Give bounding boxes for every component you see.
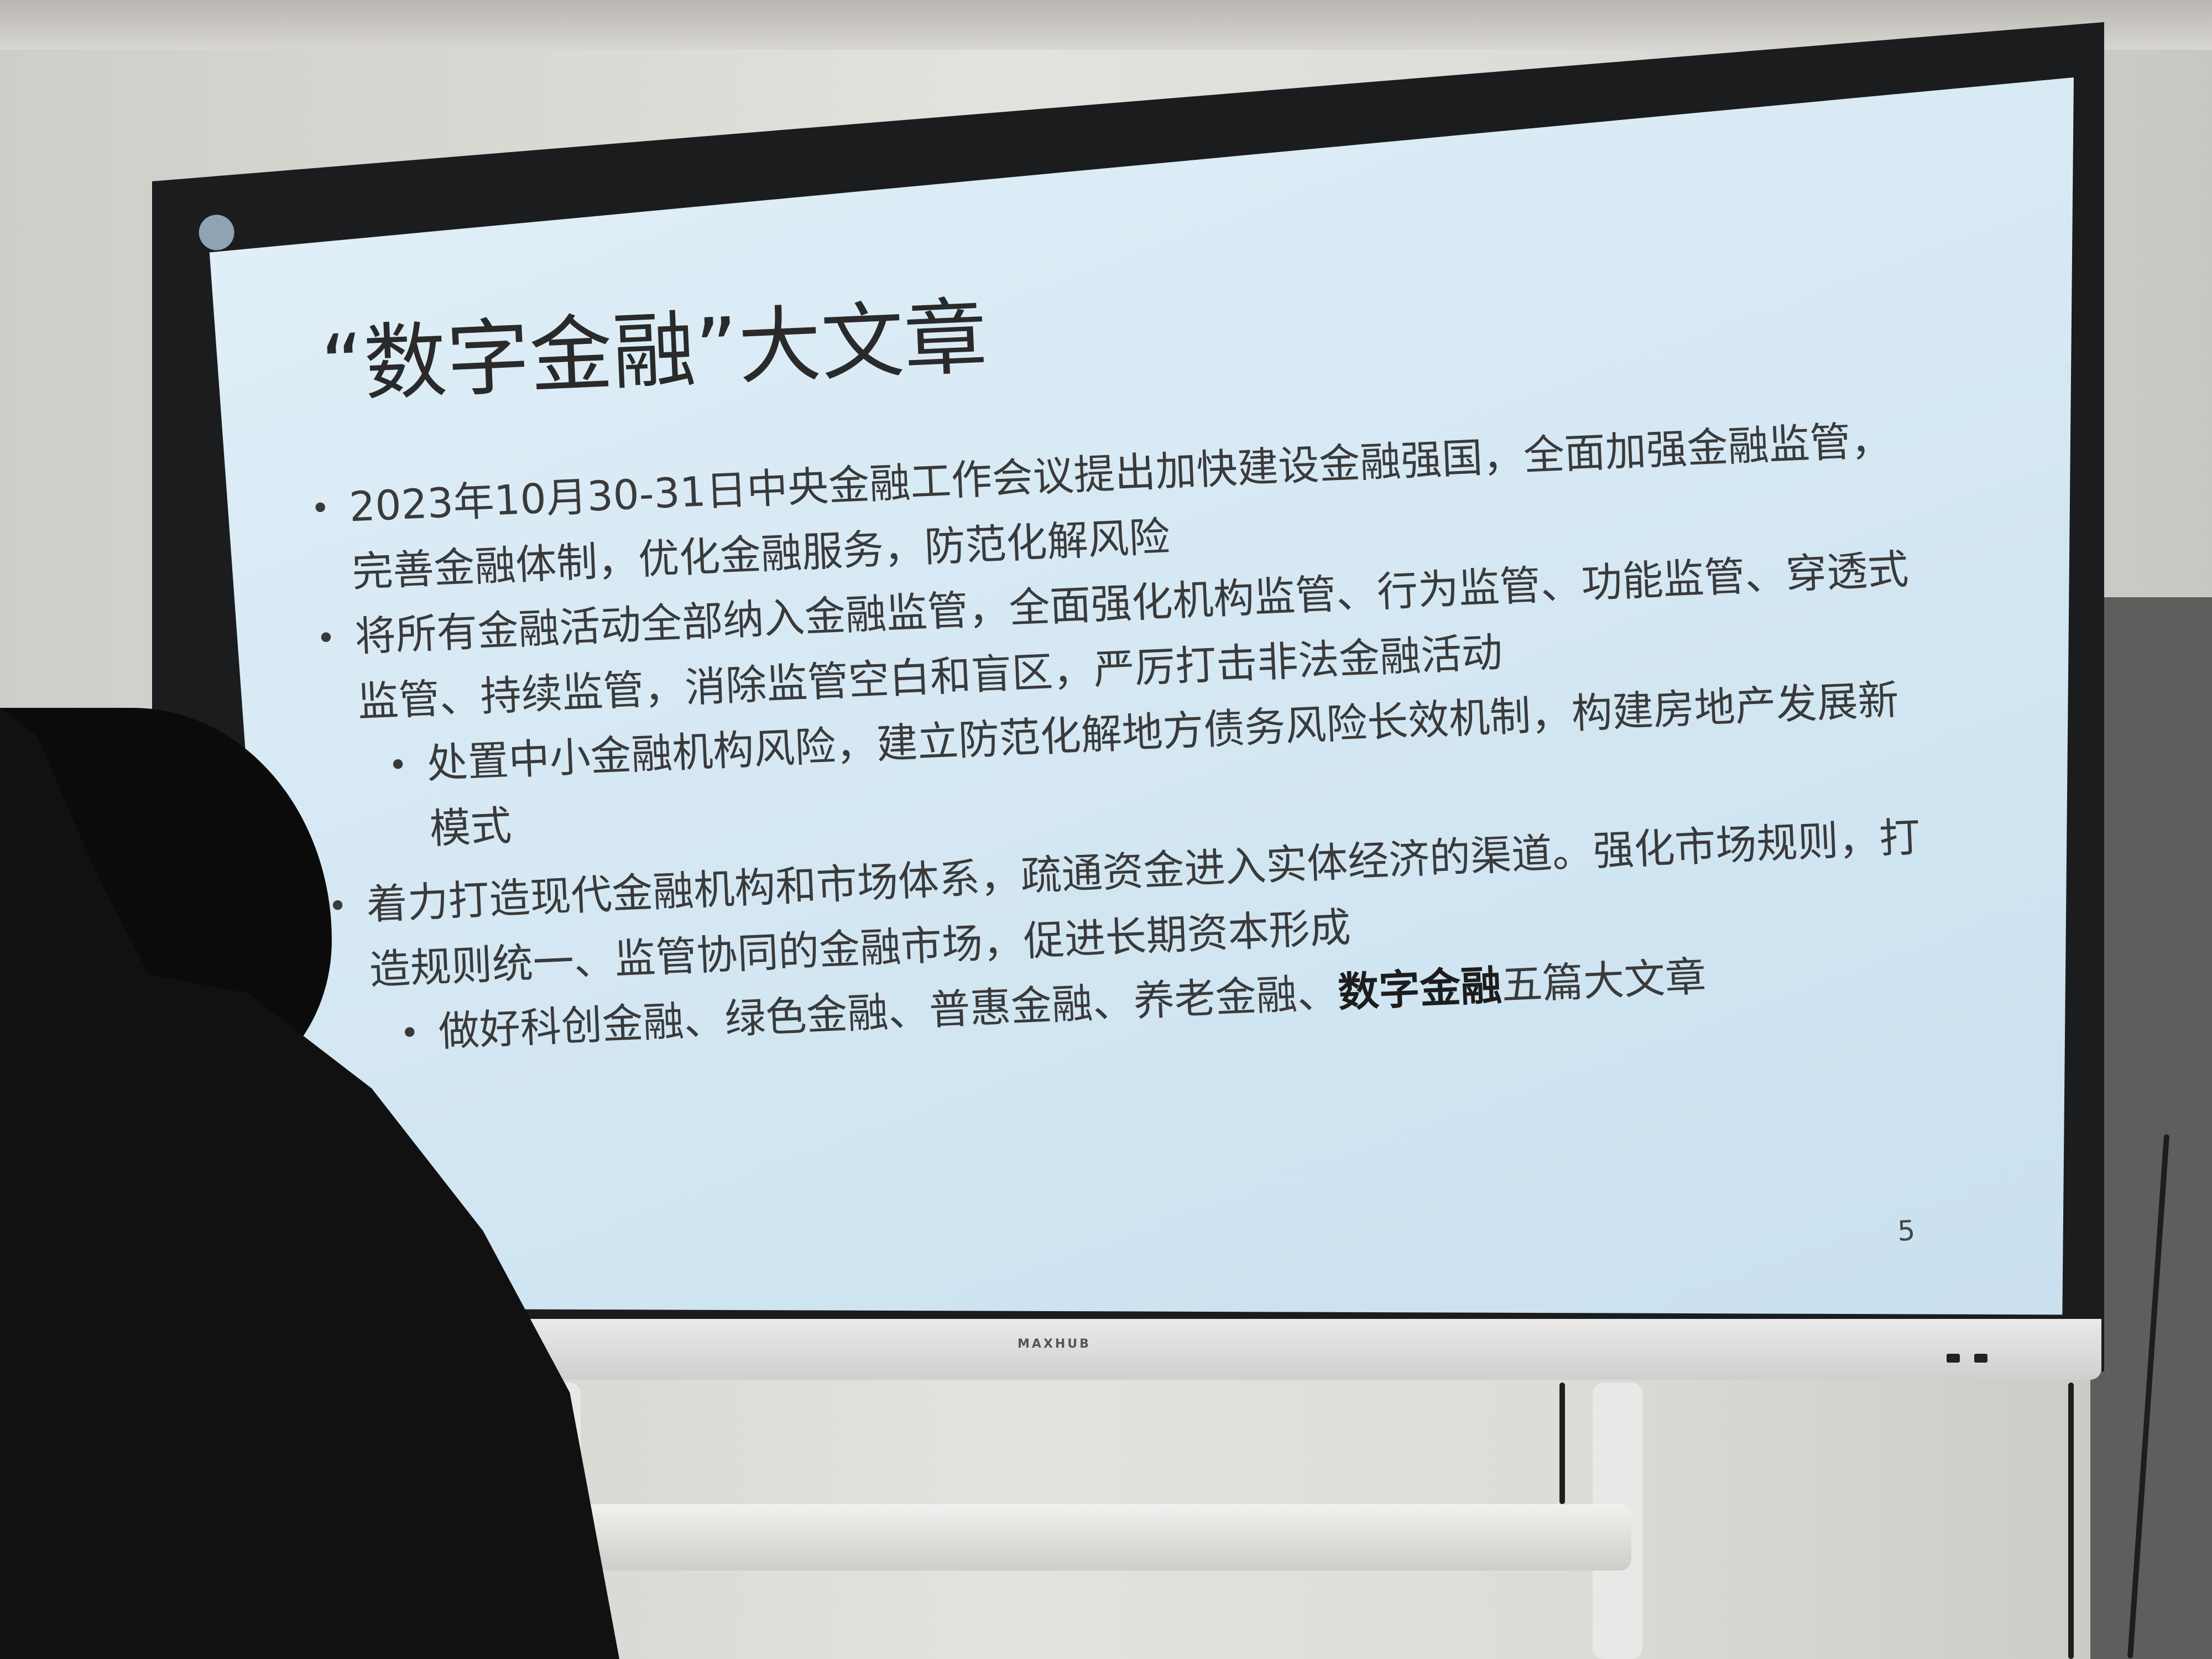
cable bbox=[2068, 1383, 2074, 1659]
camera-icon bbox=[198, 214, 236, 251]
ceiling-edge bbox=[0, 0, 2212, 50]
cable bbox=[1559, 1383, 1565, 1504]
bullet-dot-icon: • bbox=[399, 1013, 421, 1053]
bullet-dot-icon: • bbox=[315, 618, 337, 659]
page-number: 5 bbox=[1897, 1214, 1916, 1248]
bullet-text-after: 五篇大文章 bbox=[1500, 953, 1707, 1010]
brand-logo: MAXHUB bbox=[1018, 1337, 1091, 1351]
slide-title: “数字金融”大文章 bbox=[319, 289, 989, 415]
indicator-light bbox=[1947, 1354, 1960, 1363]
bullet-text-strong: 数字金融 bbox=[1337, 962, 1503, 1017]
bullet-dot-icon: • bbox=[387, 745, 409, 785]
dark-wall-panel bbox=[2090, 597, 2212, 1659]
presentation-slide: “数字金融”大文章 • 2023年10月30-31日中央金融工作会议提出加快建设… bbox=[194, 29, 2125, 1326]
bullet-dot-icon: • bbox=[310, 488, 331, 529]
stand-shelf bbox=[581, 1504, 1631, 1571]
indicator-light bbox=[1974, 1354, 1987, 1363]
display-screen bbox=[209, 77, 2074, 1315]
